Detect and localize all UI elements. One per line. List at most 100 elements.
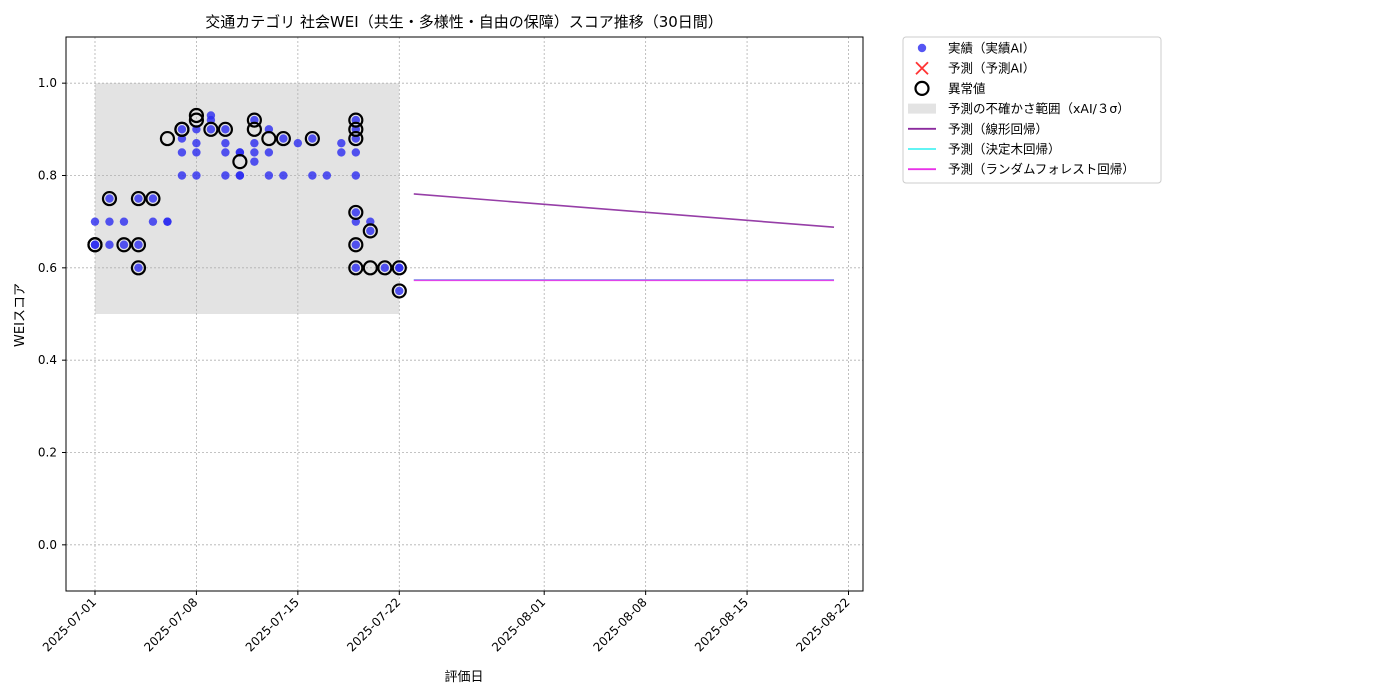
outlier-marker <box>188 112 205 128</box>
data-point <box>395 263 404 273</box>
outlier-marker <box>246 121 262 137</box>
legend-label: 予測（決定木回帰） <box>948 142 1061 157</box>
data-point <box>250 157 259 166</box>
y-tick-label: 0.0 <box>38 538 57 552</box>
x-tick-label: 2025-07-01 <box>40 595 99 654</box>
outlier-marker <box>362 223 378 239</box>
data-point <box>250 138 259 148</box>
data-point <box>177 125 187 134</box>
x-axis-label: 評価日 <box>444 670 483 685</box>
data-point <box>134 240 143 249</box>
data-point <box>221 148 230 157</box>
outlier-marker <box>348 121 364 137</box>
y-tick-label: 0.8 <box>38 169 57 183</box>
data-point <box>192 148 201 157</box>
outlier-marker <box>188 107 205 124</box>
outlier-marker <box>348 204 364 221</box>
legend-label: 予測（ランダムフォレスト回帰） <box>948 162 1135 177</box>
legend-marker-actual <box>917 43 927 53</box>
outlier-marker <box>348 112 364 128</box>
data-point <box>366 226 375 236</box>
outlier-marker <box>130 190 147 207</box>
outlier-marker <box>391 260 407 276</box>
data-point <box>163 217 172 226</box>
data-point <box>279 134 288 143</box>
data-point <box>119 240 129 249</box>
data-point <box>351 263 361 273</box>
data-point <box>105 240 114 249</box>
chart-title: 交通カテゴリ 社会WEI（共生・多様性・自由の保障）スコア推移（30日間） <box>205 13 723 31</box>
legend-label: 予測（予測AI） <box>948 61 1035 76</box>
x-tick-label: 2025-08-15 <box>692 595 751 654</box>
axes-frame <box>65 36 864 592</box>
outlier-marker <box>304 130 320 147</box>
outlier-marker <box>130 237 147 253</box>
outlier-marker <box>145 190 161 207</box>
data-point <box>351 208 361 217</box>
outlier-marker <box>217 121 233 137</box>
data-point <box>337 148 346 157</box>
data-point <box>177 171 187 180</box>
legend-frame <box>902 36 1162 184</box>
x-tick-label: 2025-08-08 <box>591 595 650 654</box>
y-axis-label: WEIスコア <box>13 283 28 347</box>
outlier-marker <box>246 112 262 128</box>
y-tick-label: 0.2 <box>38 446 57 460</box>
data-point <box>264 171 274 180</box>
outlier-marker <box>261 130 277 147</box>
data-point <box>395 286 404 296</box>
legend-marker-band <box>908 103 936 114</box>
data-point <box>192 171 201 180</box>
data-point <box>90 240 100 249</box>
data-point <box>134 194 143 203</box>
outlier-marker <box>377 260 393 276</box>
outlier-marker <box>232 154 248 170</box>
outlier-marker <box>130 260 147 276</box>
plot-area: 0.0 0.2 0.4 0.6 0.8 1.0 2025-07-01 2025-07-08 20… <box>38 36 864 654</box>
legend-label: 予測（線形回帰） <box>948 121 1048 136</box>
x-tick-label: 2025-08-01 <box>489 595 548 654</box>
data-point <box>90 217 100 226</box>
y-tick-label: 0.6 <box>38 261 57 275</box>
x-tick-label: 2025-07-22 <box>344 595 403 654</box>
outlier-marker <box>174 121 190 137</box>
outlier-marker <box>348 260 364 276</box>
data-point <box>148 217 158 226</box>
data-point <box>351 240 361 249</box>
data-point <box>250 148 259 157</box>
legend-label: 実績（実績AI） <box>948 41 1035 56</box>
data-point <box>206 125 216 134</box>
data-point <box>264 148 274 157</box>
outlier-marker <box>101 190 118 207</box>
data-point <box>134 263 143 273</box>
data-point <box>221 138 230 148</box>
data-point <box>308 171 317 180</box>
data-point <box>235 171 245 180</box>
data-point <box>293 138 303 148</box>
series-line <box>413 193 835 229</box>
legend-marker-prediction <box>915 61 929 75</box>
x-tick-label: 2025-07-15 <box>243 595 302 654</box>
data-point <box>337 138 346 148</box>
x-tick-label: 2025-07-08 <box>141 595 200 654</box>
data-point <box>308 134 317 143</box>
data-point <box>351 148 361 157</box>
y-tick-label: 0.4 <box>38 353 57 367</box>
outlier-marker <box>348 130 364 147</box>
outlier-marker <box>348 237 364 253</box>
data-point <box>105 217 114 226</box>
data-point <box>119 217 129 226</box>
data-point <box>192 138 201 148</box>
data-point <box>221 125 230 134</box>
legend-label: 異常値 <box>948 81 986 96</box>
y-tick-label: 1.0 <box>38 76 57 90</box>
legend-marker-outlier <box>914 80 930 97</box>
data-point <box>351 171 361 180</box>
data-point <box>105 194 114 203</box>
data-point <box>322 171 332 180</box>
outlier-marker <box>362 260 378 276</box>
outlier-marker <box>275 130 291 147</box>
data-point <box>279 171 288 180</box>
